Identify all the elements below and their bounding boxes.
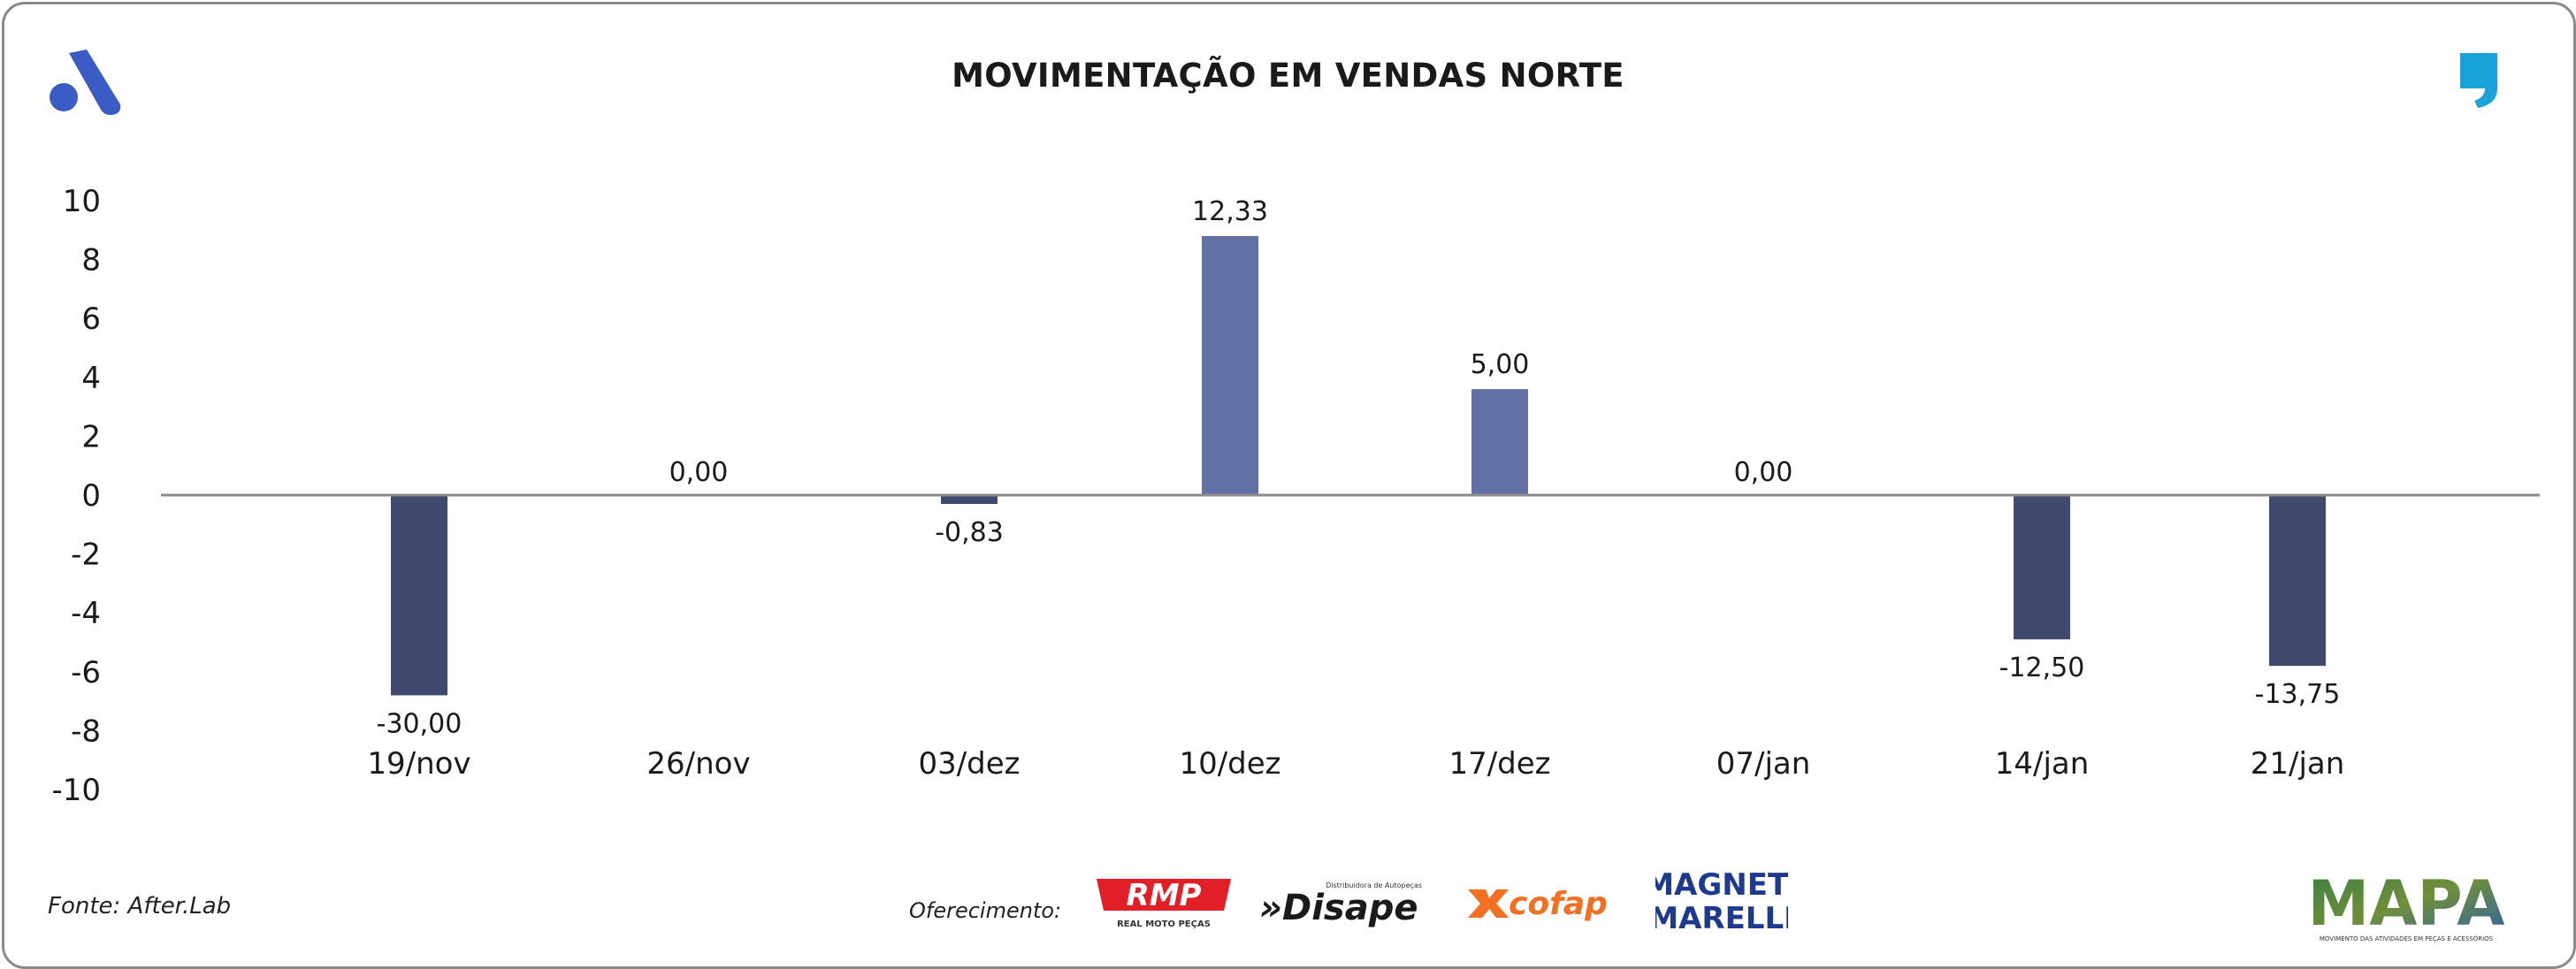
- magneti-logo-line2: MARELLI: [1655, 901, 1788, 935]
- x-tick-label: 26/nov: [646, 746, 750, 782]
- bar-17/dez: [1471, 389, 1528, 495]
- y-tick-label: 2: [81, 419, 101, 454]
- x-tick-label: 19/nov: [367, 746, 470, 782]
- y-tick-label: 6: [81, 301, 101, 337]
- bars: [391, 235, 2326, 696]
- data-label: -0,83: [935, 517, 1004, 548]
- y-tick-label: -10: [51, 773, 101, 808]
- disape-logo-text: »Disape: [1259, 888, 1418, 928]
- cofap-logo-text: cofap: [1509, 886, 1608, 922]
- y-tick-label: 4: [81, 361, 101, 396]
- chart-title: MOVIMENTAÇÃO EM VENDAS NORTE: [952, 57, 1624, 95]
- rmp-logo-subtitle: REAL MOTO PEÇAS: [1117, 919, 1211, 929]
- data-label: -30,00: [377, 708, 462, 739]
- y-axis-ticks: 10 8 6 4 2 0 -2 -4 -6 -8 -10: [51, 184, 101, 808]
- data-label: 0,00: [1734, 457, 1793, 488]
- bar-03/dez: [941, 495, 998, 504]
- data-label: -13,75: [2255, 679, 2341, 710]
- rmp-logo-text: RMP: [1127, 878, 1202, 913]
- x-tick-label: 21/jan: [2251, 746, 2345, 782]
- y-tick-label: -4: [71, 596, 101, 631]
- sponsor-label: Oferecimento:: [909, 898, 1062, 923]
- x-tick-label: 17/dez: [1449, 746, 1550, 782]
- mapa-logo-text: MAPA: [2308, 870, 2505, 940]
- data-labels: -30,00 0,00 -0,83 12,33 5,00 0,00 -12,50 -13,75: [377, 196, 2341, 739]
- data-label: 5,00: [1471, 349, 1530, 380]
- bar-19/nov: [391, 495, 447, 696]
- y-tick-label: 0: [81, 478, 101, 514]
- disape-logo: Distribuidora de Autopeças »Disape: [1259, 881, 1422, 928]
- x-tick-label: 10/dez: [1179, 746, 1280, 782]
- disape-logo-subtitle: Distribuidora de Autopeças: [1326, 881, 1422, 889]
- y-tick-label: -6: [71, 655, 101, 691]
- rmp-logo: RMP REAL MOTO PEÇAS: [1097, 878, 1231, 929]
- x-tick-label: 07/jan: [1716, 746, 1811, 782]
- magneti-marelli-logo: MAGNETI MARELLI: [1655, 867, 1788, 935]
- bar-14/jan: [2014, 495, 2070, 640]
- data-label: 0,00: [669, 457, 729, 488]
- afterlab-logo-icon: [50, 50, 121, 115]
- y-tick-label: 10: [63, 184, 101, 219]
- y-tick-label: -8: [71, 713, 101, 749]
- mapa-logo: MAPA MOVIMENTO DAS ATIVIDADES EM PEÇAS E…: [2308, 870, 2505, 942]
- mapa-logo-subtitle: MOVIMENTO DAS ATIVIDADES EM PEÇAS E ACES…: [2320, 935, 2494, 942]
- bar-21/jan: [2269, 495, 2326, 667]
- x-tick-label: 14/jan: [1995, 746, 2090, 782]
- data-label: 12,33: [1192, 196, 1268, 227]
- x-tick-label: 03/dez: [918, 746, 1020, 782]
- cofap-logo: cofap: [1468, 886, 1608, 922]
- y-tick-label: -2: [71, 538, 101, 573]
- magneti-logo-line1: MAGNETI: [1655, 867, 1788, 903]
- data-label: -12,50: [1999, 652, 2085, 683]
- bar-10/dez: [1202, 235, 1258, 495]
- source-note: Fonte: After.Lab: [48, 893, 232, 919]
- quote-mark-icon: [2460, 53, 2497, 108]
- x-axis-ticks: 19/nov 26/nov 03/dez 10/dez 17/dez 07/jan 14/j…: [367, 746, 2344, 782]
- y-tick-label: 8: [81, 243, 101, 278]
